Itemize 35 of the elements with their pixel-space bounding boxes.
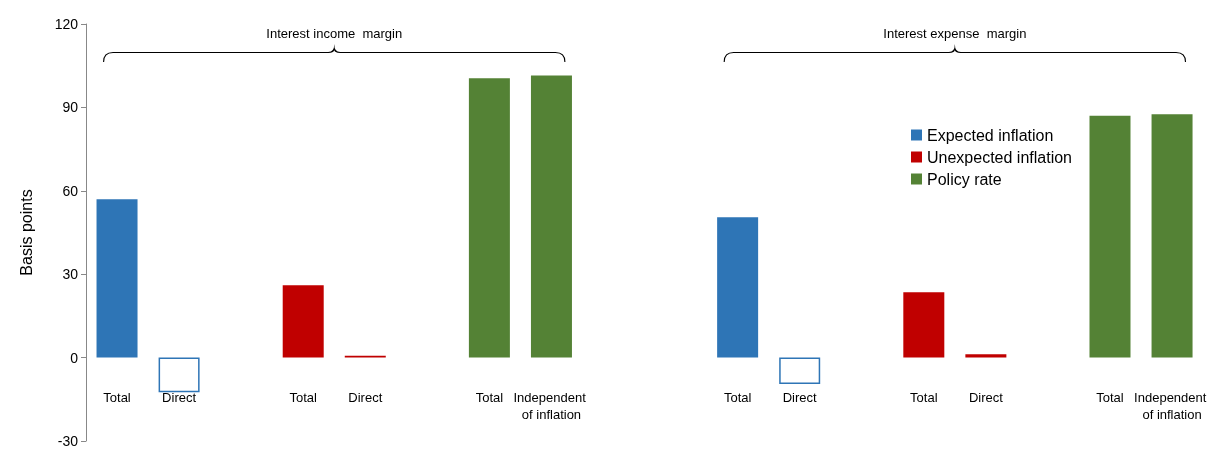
y-tick-label: 0 <box>70 349 79 366</box>
legend-label: Unexpected inflation <box>927 148 1072 166</box>
y-tick-label: 120 <box>54 16 79 32</box>
x-tick-label: Direct <box>348 390 383 405</box>
y-tick-label: -30 <box>57 433 79 449</box>
bar <box>903 292 945 358</box>
x-tick-label: Direct <box>968 390 1004 405</box>
legend-label: Policy rate <box>927 170 1002 188</box>
x-tick-label: Total <box>103 390 131 405</box>
x-tick-label: Total <box>910 390 938 405</box>
x-tick-label: Total <box>475 390 504 405</box>
legend-label: Expected inflation <box>927 126 1054 144</box>
bar <box>1089 115 1131 358</box>
bar <box>1151 114 1193 358</box>
bar <box>779 357 821 385</box>
x-tick-label: Total <box>1096 390 1124 405</box>
x-tick-label: Total <box>289 390 318 405</box>
bar <box>717 217 759 358</box>
bar <box>96 199 138 358</box>
y-tick-label: 60 <box>62 182 79 199</box>
bar <box>282 285 324 358</box>
x-tick-label: Direct <box>162 390 197 405</box>
annotation: Interest expense margin <box>883 26 1027 41</box>
bar <box>530 75 572 358</box>
bar <box>468 78 510 358</box>
x-tick-label: Total <box>723 390 752 405</box>
x-tick-label: Direct <box>782 390 818 405</box>
y-axis-title: Basis points <box>17 189 35 276</box>
annotation: Interest income margin <box>266 26 403 41</box>
bar <box>965 354 1007 358</box>
bar <box>158 357 200 393</box>
x-tick-label: Independent of inflation <box>1134 390 1211 422</box>
y-tick-label: 90 <box>62 99 79 116</box>
y-tick-label: 30 <box>62 266 79 283</box>
x-tick-label: Independent of inflation <box>513 390 590 422</box>
